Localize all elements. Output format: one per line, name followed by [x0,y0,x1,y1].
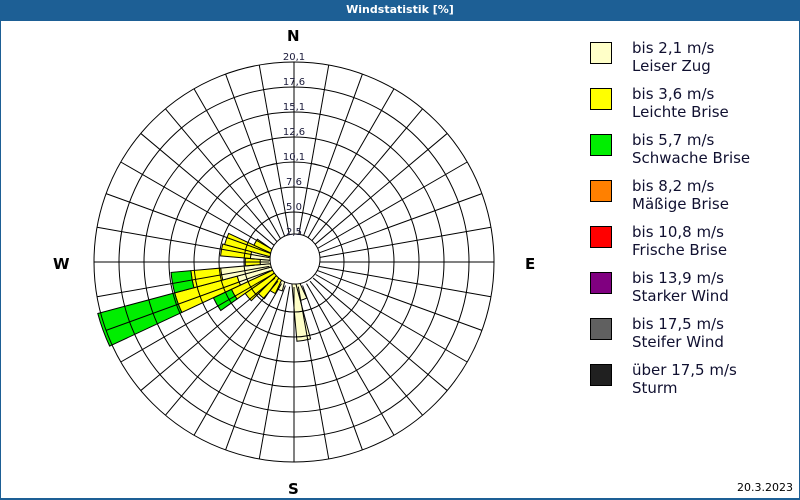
legend-range: bis 8,2 m/s [632,177,715,195]
radial-tick-label: 20,1 [283,52,305,63]
legend-range: über 17,5 m/s [632,361,737,379]
grid-spoke [312,133,448,247]
grid-spoke [309,280,423,416]
legend-label: Leiser Zug [632,57,711,75]
grid-spoke [297,64,330,238]
legend-range: bis 2,1 m/s [632,39,715,57]
legend-swatch [590,318,612,340]
grid-spoke [120,274,273,363]
grid-spoke [140,277,276,391]
legend-range: bis 13,9 m/s [632,269,724,287]
grid-spoke [96,265,270,298]
grid-spoke [315,274,468,363]
grid-spoke [258,286,291,460]
legend-swatch [590,364,612,386]
grid-spoke [306,283,395,436]
compass-west-label: W [53,255,70,273]
legend-label: Sturm [632,379,678,397]
grid-spoke [225,73,286,239]
wind-sector-segment [220,243,253,260]
legend-range: bis 10,8 m/s [632,223,724,241]
grid-spoke [165,280,279,416]
legend-range: bis 17,5 m/s [632,315,724,333]
grid-spoke [120,161,273,250]
legend-label: Steifer Wind [632,333,724,351]
grid-spoke [306,88,395,241]
grid-spoke [318,265,492,298]
radial-tick-label: 5,0 [286,202,302,213]
legend-label: Starker Wind [632,287,729,305]
grid-spoke [312,277,448,391]
grid-spoke [317,270,483,331]
compass-south-label: S [288,480,299,498]
radial-tick-label: 7,6 [286,177,302,188]
grid-spoke [193,283,282,436]
compass-north-label: N [287,27,300,45]
legend-swatch [590,226,612,248]
legend-swatch [590,180,612,202]
legend-label: Mäßige Brise [632,195,729,213]
legend-swatch [590,88,612,110]
window-title: Windstatistik [%] [346,3,454,16]
legend-label: Leichte Brise [632,103,729,121]
grid-spoke [258,64,291,238]
wind-rose-chart: 2,5 5,0 7,6 10,1 12,6 15,1 17,6 20,1 [93,52,495,463]
grid-spoke [318,226,492,259]
grid-spoke [317,193,483,254]
grid-spoke [302,285,363,451]
grid-spoke [96,226,270,259]
grid-spoke [140,133,276,247]
legend-swatch [590,272,612,294]
grid-spoke [302,73,363,239]
date-stamp: 20.3.2023 [737,481,793,494]
radial-tick-label: 10,1 [283,152,305,163]
grid-spoke [315,161,468,250]
radial-tick-label: 2,5 [286,227,302,238]
radial-tick-label: 12,6 [283,127,305,138]
grid-spoke [105,193,271,254]
radial-tick-label: 17,6 [283,77,305,88]
grid-spoke [297,286,330,460]
grid-spoke [309,108,423,244]
grid-spoke [105,270,271,331]
chart-panel: 2,5 5,0 7,6 10,1 12,6 15,1 17,6 20,1 N E S W bi… [1,21,799,498]
grid-spoke [225,285,286,451]
compass-east-label: E [525,255,536,273]
legend-label: Frische Brise [632,241,728,259]
calm-circle [269,233,321,285]
legend-label: Schwache Brise [632,149,751,167]
wind-sector-segment [97,292,183,347]
grid-spoke [165,108,279,244]
radial-tick-label: 15,1 [283,102,305,113]
legend-range: bis 5,7 m/s [632,131,715,149]
legend-swatch [590,42,612,64]
legend-swatch [590,134,612,156]
legend-range: bis 3,6 m/s [632,85,715,103]
grid-spoke [193,88,282,241]
